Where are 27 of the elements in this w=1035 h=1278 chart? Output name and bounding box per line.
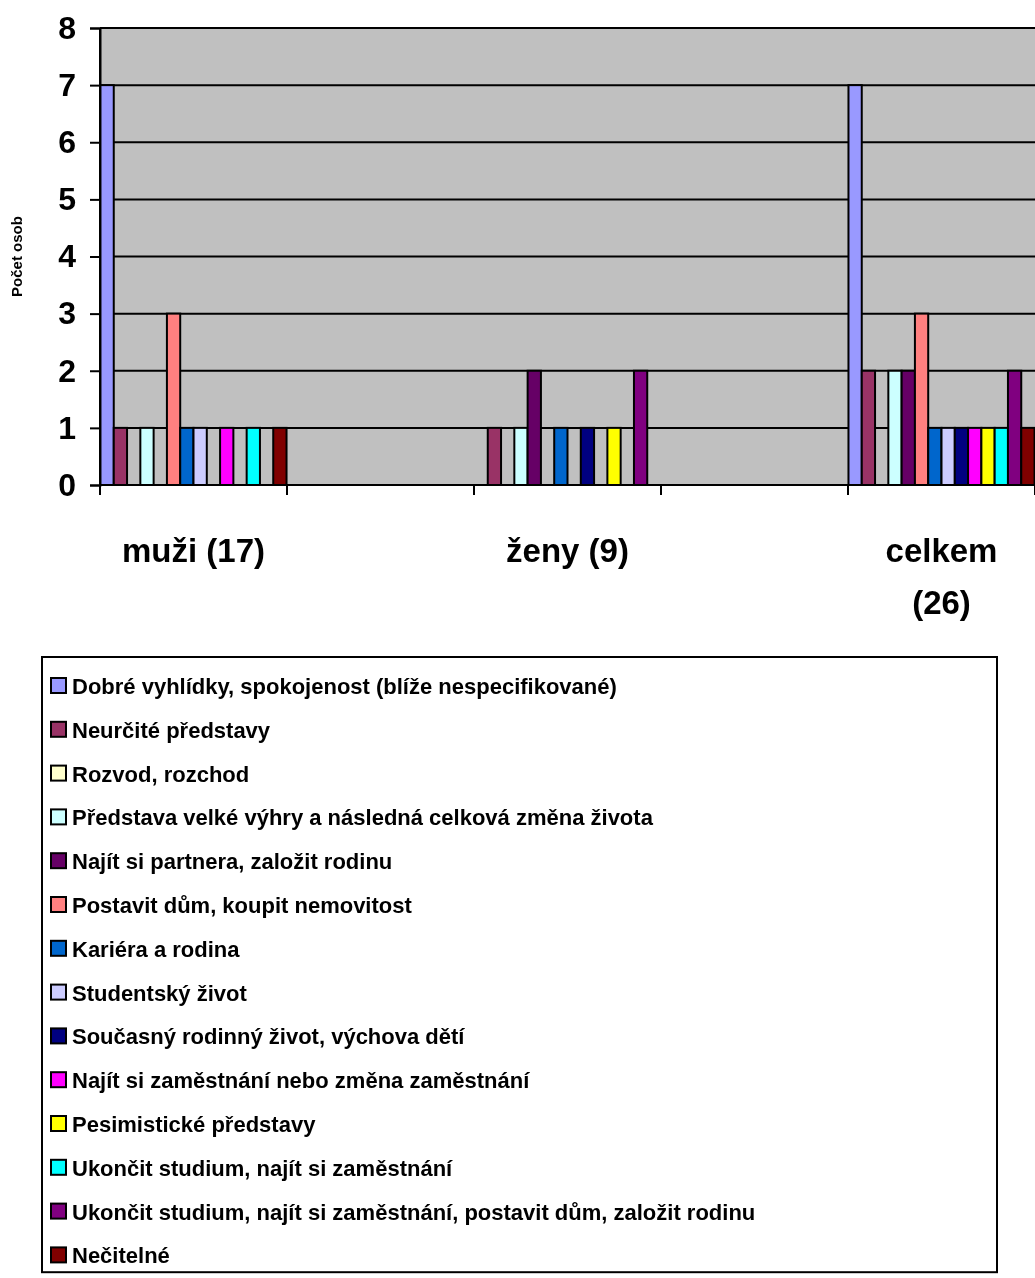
legend-label: Dobré vyhlídky, spokojenost (blíže nespecifikované) [72, 674, 617, 699]
y-tick-label: 6 [58, 123, 76, 160]
y-tick-label: 3 [58, 295, 76, 332]
y-tick-label: 0 [58, 466, 76, 503]
legend-label: Představa velké výhry a následná celková změna života [72, 805, 654, 831]
y-tick-label: 7 [58, 66, 76, 103]
legend-label: Najít si zaměstnání nebo změna zaměstnání [72, 1068, 531, 1094]
y-tick-label: 2 [58, 352, 76, 389]
legend-label: Ukončit studium, najít si zaměstnání, postavit dům, založit rodinu [72, 1199, 756, 1225]
legend-label: Postavit dům, koupit nemovitost [72, 893, 413, 918]
legend-label: Studentský život [72, 980, 248, 1006]
x-tick-label: celkem (26) [885, 532, 998, 621]
legend-label: Současný rodinný život, výchova dětí [72, 1024, 466, 1050]
y-tick-label: 5 [58, 181, 76, 218]
legend-label: Nečitelné [72, 1243, 170, 1269]
y-tick-label: 8 [58, 9, 76, 46]
x-tick-label: muži (17) [121, 532, 266, 569]
legend-label: Najít si partnera, založit rodinu [72, 849, 393, 875]
legend-label: Rozvod, rozchod [72, 761, 250, 787]
legend-label: Ukončit studium, najít si zaměstnání [72, 1155, 454, 1181]
legend-label: Neurčité představy [72, 717, 271, 743]
y-tick-label: 4 [58, 238, 77, 275]
legend-label: Kariéra a rodina [72, 936, 241, 962]
y-axis-title: Počet osob [8, 216, 25, 297]
y-tick-label: 1 [58, 409, 76, 446]
x-tick-label: ženy (9) [506, 532, 629, 569]
legend-label: Pesimistické představy [72, 1112, 317, 1137]
